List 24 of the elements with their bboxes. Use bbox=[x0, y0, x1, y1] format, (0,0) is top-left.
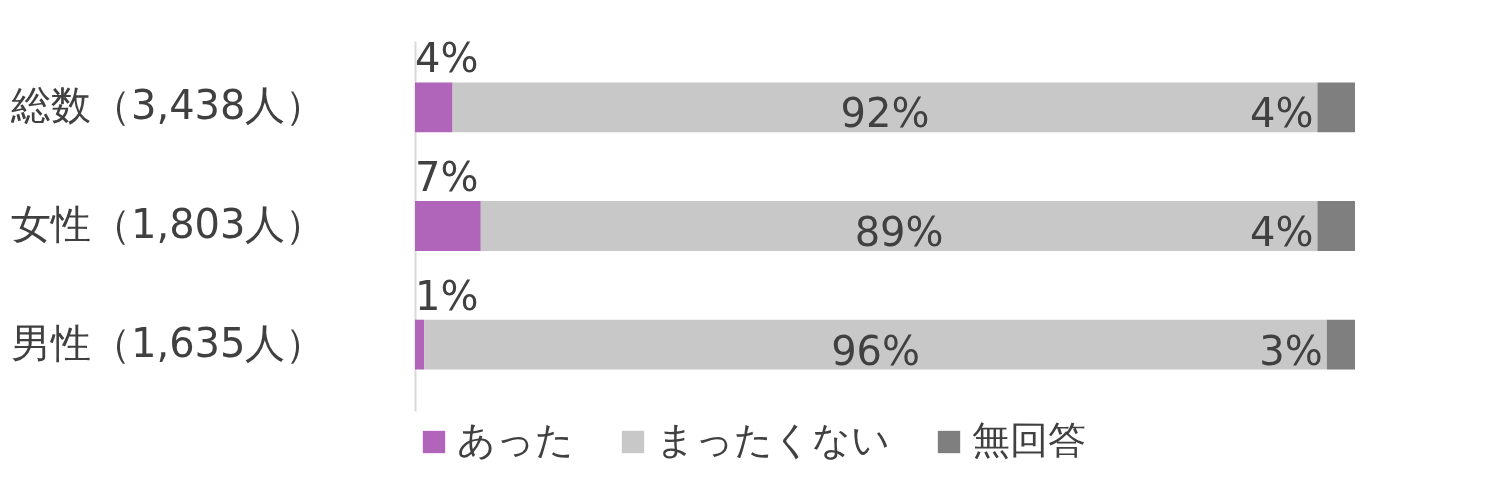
bar bbox=[480, 201, 1318, 251]
data-label: 4% bbox=[1249, 90, 1314, 137]
data-label: 4% bbox=[415, 35, 479, 82]
data-label: 7% bbox=[415, 154, 479, 200]
bar bbox=[415, 82, 453, 133]
bar bbox=[415, 319, 425, 370]
bar bbox=[1317, 201, 1355, 251]
legend-label: 無回答 bbox=[972, 418, 1086, 462]
y-tick-label: 男性（1,635人） bbox=[10, 319, 326, 366]
data-label: 1% bbox=[415, 272, 479, 319]
data-label: 96% bbox=[831, 327, 921, 374]
bar bbox=[424, 319, 1327, 370]
y-tick-label: 総数（3,438人） bbox=[9, 82, 326, 129]
bar bbox=[452, 82, 1318, 133]
legend-label: あった bbox=[457, 418, 574, 462]
data-label: 89% bbox=[854, 209, 944, 255]
bar bbox=[1326, 319, 1355, 370]
data-label: 4% bbox=[1249, 209, 1314, 255]
data-label: 3% bbox=[1259, 327, 1323, 374]
data-label: 92% bbox=[840, 90, 930, 137]
legend-label: まったくない bbox=[656, 418, 890, 462]
bar bbox=[415, 201, 481, 251]
bar bbox=[1317, 82, 1355, 133]
y-tick-label: 女性（1,803人） bbox=[10, 201, 326, 247]
